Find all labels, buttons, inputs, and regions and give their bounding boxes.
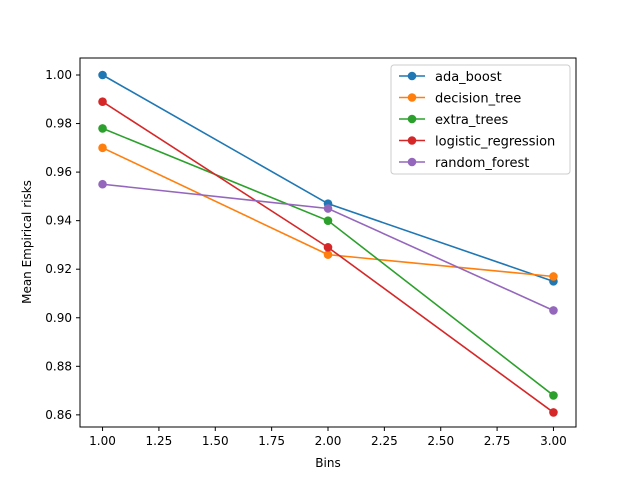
legend-item-random-forest: random_forest	[399, 156, 529, 171]
x-tick-label: 1.25	[146, 434, 173, 448]
series-logistic-regression	[98, 97, 558, 417]
data-point	[323, 250, 333, 259]
data-point	[98, 124, 107, 133]
legend-marker	[407, 136, 417, 145]
y-tick-label: 0.86	[45, 408, 72, 422]
x-tick-label: 2.50	[427, 434, 454, 448]
x-tick-label: 1.00	[89, 434, 116, 448]
data-point	[323, 204, 333, 213]
data-point	[323, 216, 333, 225]
legend-label: ada_boost	[435, 70, 502, 85]
legend-marker	[407, 93, 417, 102]
x-tick-label: 1.50	[202, 434, 229, 448]
legend-label: extra_trees	[435, 113, 509, 128]
data-point	[549, 306, 558, 315]
y-axis-label: Mean Empirical risks	[20, 180, 34, 304]
x-axis-label: Bins	[315, 456, 340, 470]
legend-item-logistic-regression: logistic_regression	[399, 135, 555, 150]
legend-label: random_forest	[435, 156, 529, 171]
data-point	[98, 143, 107, 153]
x-tick-label: 1.75	[258, 434, 285, 448]
data-point	[98, 179, 107, 189]
legend: ada_boost decision_tree extra_treeslogisti…	[390, 64, 571, 175]
y-tick-label: 0.92	[45, 262, 72, 276]
data-point	[549, 408, 558, 417]
data-point	[549, 272, 558, 281]
data-point	[323, 243, 333, 252]
x-tick-label: 2.25	[371, 434, 398, 448]
series-decision-tree	[98, 143, 558, 281]
data-point	[98, 70, 107, 80]
y-axis-ticks: 0.86 0.88 0.90 0.92 0.94 0.96 0.98 1.00	[45, 68, 80, 422]
series-layer	[98, 70, 558, 417]
legend-box	[390, 64, 571, 175]
y-tick-label: 0.90	[45, 311, 72, 325]
legend-marker	[407, 114, 417, 124]
y-tick-label: 0.96	[45, 165, 72, 179]
y-tick-label: 0.94	[45, 214, 72, 228]
x-axis-ticks: 1.00 1.25 1.50 1.75 2.00 2.25 2.50 2.75 3.00	[89, 427, 567, 448]
legend-marker	[407, 71, 417, 81]
legend-marker	[407, 157, 417, 167]
legend-label: logistic_regression	[435, 135, 555, 150]
data-point	[549, 391, 558, 400]
x-tick-label: 3.00	[540, 434, 567, 448]
x-tick-label: 2.75	[484, 434, 511, 448]
legend-label: decision_tree	[435, 92, 521, 107]
legend-item-decision-tree: decision_tree	[399, 92, 521, 107]
series-extra-trees	[98, 124, 558, 400]
legend-item-ada-boost: ada_boost	[399, 70, 502, 85]
y-tick-label: 0.98	[45, 117, 72, 131]
legend-item-extra-trees: extra_trees	[399, 113, 509, 128]
y-tick-label: 0.88	[45, 359, 72, 373]
series-ada-boost	[98, 70, 558, 286]
y-tick-label: 1.00	[45, 68, 72, 82]
series-random-forest	[98, 179, 558, 315]
x-tick-label: 2.00	[315, 434, 342, 448]
data-point	[98, 97, 107, 106]
